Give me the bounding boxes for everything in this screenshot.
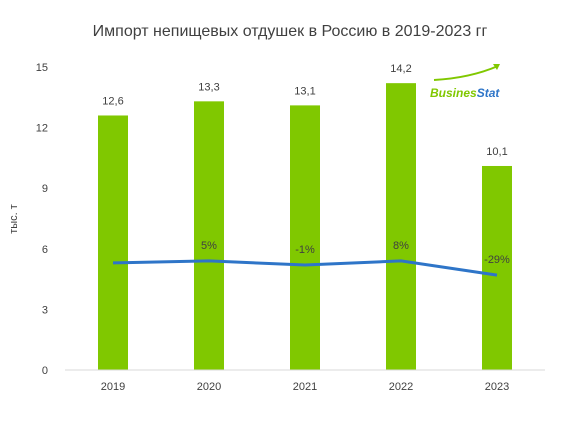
bar — [98, 115, 128, 370]
bar-value-label: 14,2 — [390, 63, 411, 75]
growth-label: 8% — [393, 240, 409, 252]
growth-label: 5% — [201, 240, 217, 252]
y-tick-label: 0 — [42, 365, 48, 377]
bar-value-label: 13,3 — [198, 81, 219, 93]
y-axis-label: тыс. т — [8, 204, 20, 234]
y-tick-label: 9 — [42, 183, 48, 195]
growth-arrow-icon — [433, 65, 499, 81]
bar — [386, 83, 416, 370]
bar — [194, 101, 224, 370]
x-tick-label: 2022 — [389, 381, 413, 393]
growth-label: -29% — [484, 254, 510, 266]
bar-value-label: 13,1 — [294, 85, 315, 97]
growth-line — [112, 259, 498, 277]
chart-title: Импорт непищевых отдушек в Россию в 2019… — [93, 23, 488, 40]
logo-text: BusinesStat — [430, 86, 500, 100]
bar-value-label: 12,6 — [102, 95, 123, 107]
businesstat-logo: BusinesStat — [430, 64, 500, 100]
bar — [482, 165, 512, 370]
bar — [290, 105, 320, 370]
x-tick-label: 2023 — [485, 381, 509, 393]
growth-label: -1% — [295, 244, 315, 256]
y-tick-label: 15 — [36, 62, 48, 74]
bar-value-label: 10,1 — [486, 146, 507, 158]
y-tick-label: 6 — [42, 244, 48, 256]
arrow-head-icon — [493, 64, 500, 70]
y-tick-label: 12 — [36, 123, 48, 135]
x-tick-label: 2019 — [101, 381, 125, 393]
x-tick-label: 2020 — [197, 381, 221, 393]
y-tick-label: 3 — [42, 304, 48, 316]
x-tick-label: 2021 — [293, 381, 317, 393]
